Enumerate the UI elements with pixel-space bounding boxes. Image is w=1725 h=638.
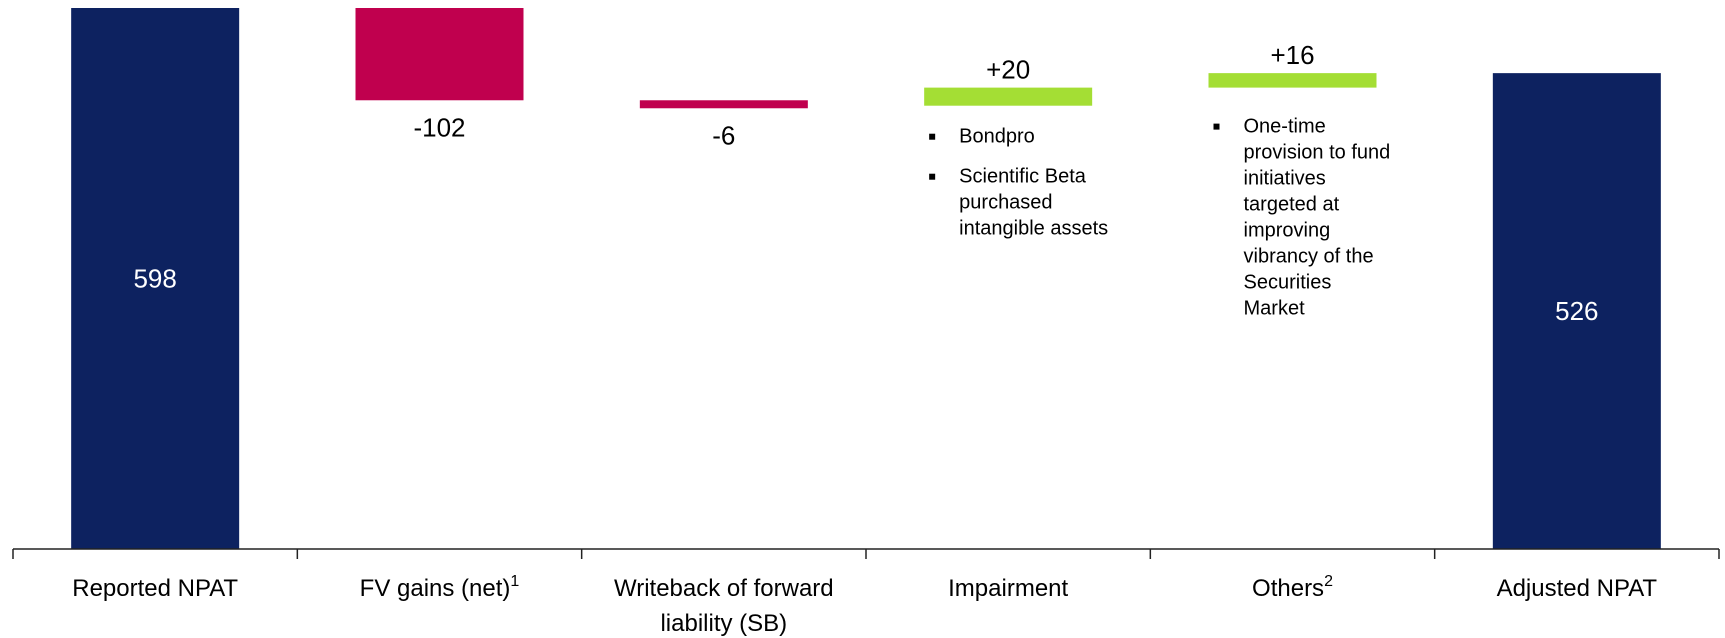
x-axis: Reported NPAT FV gains (net)1 Writeback of… xyxy=(12,548,1720,637)
value-label-reported-npat: 598 xyxy=(133,264,176,294)
annotation-line: targeted at xyxy=(1244,194,1340,216)
annotation-line: One-time xyxy=(1244,116,1326,138)
bar-reported-npat xyxy=(71,8,240,549)
annotation-line: provision to fund xyxy=(1244,142,1391,164)
value-labels-group: 598 -102 -6 +20 +16 526 xyxy=(133,40,1598,326)
annotation-line: Market xyxy=(1244,298,1306,320)
category-label: Adjusted NPAT xyxy=(1497,575,1658,602)
annotation-line: Securities xyxy=(1244,272,1332,294)
value-label-fv-gains-net-1: -102 xyxy=(413,112,465,142)
annotation-line: initiatives xyxy=(1244,168,1326,190)
value-label-writeback-of-forward-liability-sb: -6 xyxy=(712,120,735,150)
bar-others2 xyxy=(1208,73,1377,88)
bullet-marker xyxy=(1213,123,1220,130)
bar-adjusted-npat xyxy=(1492,73,1661,550)
category-label: Writeback of forward xyxy=(614,575,834,602)
category-label: Impairment xyxy=(948,575,1068,602)
annotations-group: Bondpro Scientific Beta purchased intangibl… xyxy=(929,116,1390,320)
annotation-line: Bondpro xyxy=(959,126,1035,148)
bar-impairment xyxy=(924,87,1093,106)
category-label: liability (SB) xyxy=(660,610,787,637)
annotation-line: purchased xyxy=(959,192,1052,214)
category-label: Reported NPAT xyxy=(72,575,238,602)
bar-writeback-of-forward-liability-sb xyxy=(639,100,808,109)
value-label-adjusted-npat: 526 xyxy=(1555,296,1598,326)
value-label-impairment: +20 xyxy=(986,55,1030,85)
bullet-marker xyxy=(929,133,936,140)
category-label: Others2 xyxy=(1252,573,1333,602)
annotation-line: improving xyxy=(1244,220,1331,242)
bars-group xyxy=(71,8,1661,550)
category-label: FV gains (net)1 xyxy=(360,573,520,602)
annotation-line: vibrancy of the xyxy=(1244,246,1374,268)
bar-fv-gains-net-1 xyxy=(355,8,524,101)
value-label-others2: +16 xyxy=(1270,40,1314,70)
annotation-line: Scientific Beta xyxy=(959,166,1087,188)
bullet-marker xyxy=(929,173,936,180)
annotation-line: intangible assets xyxy=(959,218,1108,240)
